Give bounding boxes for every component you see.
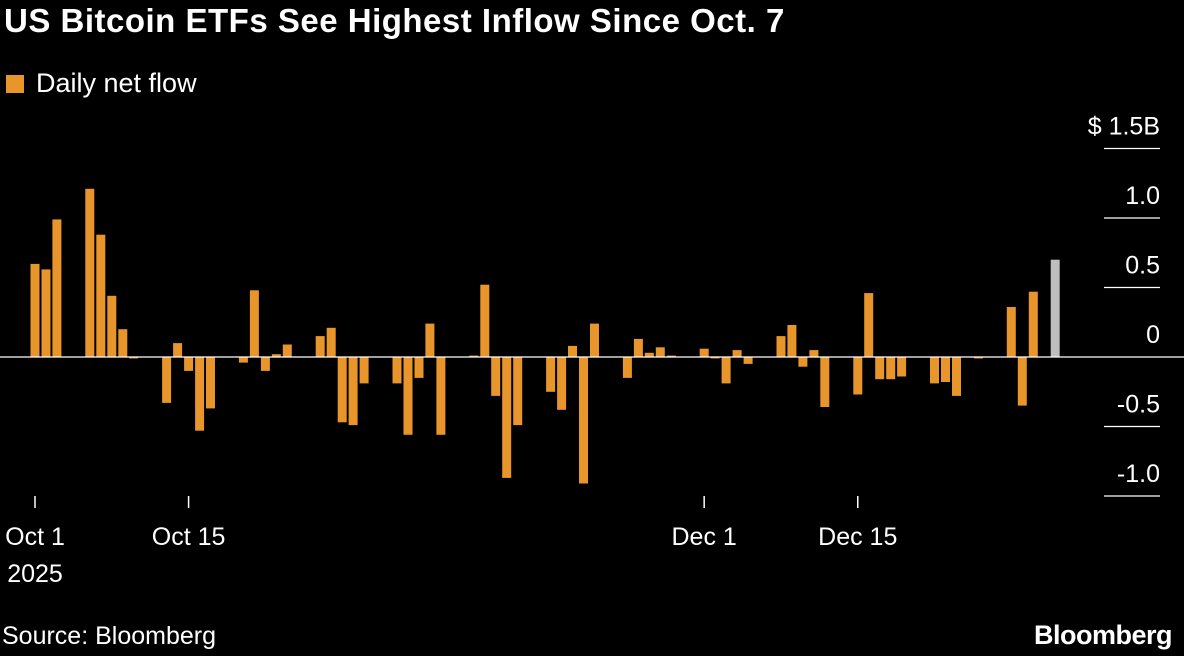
bar-2025-11-26 — [644, 352, 654, 357]
bar-2025-10-03 — [52, 219, 62, 357]
x-tick-label: Dec 15 — [818, 523, 897, 551]
bar-2025-12-30 — [1017, 357, 1027, 406]
bar-2025-11-07 — [436, 357, 446, 435]
bar-2025-10-06 — [85, 188, 95, 357]
bloomberg-logo: Bloomberg — [1033, 620, 1173, 650]
bar-2025-12-15 — [853, 357, 863, 395]
bar-2025-11-28 — [666, 355, 676, 357]
x-tick-label: Dec 1 — [672, 523, 737, 551]
bar-2025-12-01 — [699, 348, 709, 357]
legend-swatch — [6, 74, 24, 93]
y-tick-label: -1.0 — [1117, 460, 1160, 488]
bar-2025-11-14 — [513, 357, 523, 426]
bar-2025-12-16 — [864, 293, 874, 357]
bar-2025-12-10 — [798, 357, 808, 367]
bar-2025-10-08 — [107, 295, 117, 357]
x-tick-label: Oct 15 — [152, 523, 226, 551]
bar-2025-12-09 — [787, 325, 797, 357]
bar-2025-11-03 — [392, 357, 402, 384]
bar-2025-12-17 — [875, 357, 885, 380]
bar-2025-10-16 — [195, 357, 205, 431]
bar-2025-11-12 — [491, 357, 501, 396]
bar-2025-12-24 — [952, 357, 961, 396]
bar-2026-01-02 — [1050, 259, 1060, 357]
bar-2025-10-29 — [337, 357, 347, 423]
bar-2025-11-10 — [469, 355, 479, 357]
bar-2025-10-13 — [162, 357, 172, 403]
y-tick-label: $ 1.5B — [1088, 113, 1160, 141]
y-axis: $ 1.5B 1.0 0.5 0 -0.5 -1.0 — [1088, 113, 1160, 497]
bar-2025-10-24 — [282, 344, 292, 357]
bar-2025-10-02 — [41, 269, 51, 357]
bar-2025-11-13 — [502, 357, 512, 478]
bar-2025-12-31 — [1028, 291, 1038, 357]
y-tick-label: -0.5 — [1117, 391, 1160, 419]
bar-2025-10-22 — [260, 357, 270, 371]
bar-2025-10-10 — [129, 357, 139, 359]
bar-2025-12-19 — [897, 357, 907, 377]
bar-2025-11-19 — [568, 345, 577, 357]
bar-2025-10-28 — [326, 327, 336, 357]
y-tick-label: 0 — [1146, 321, 1160, 349]
bar-2025-10-17 — [206, 357, 215, 409]
source-note: Source: Bloomberg — [2, 622, 217, 650]
bar-2025-10-23 — [271, 354, 281, 357]
bar-2025-11-20 — [579, 357, 588, 484]
x-axis: Oct 1 2025 Oct 15 Dec 1 Dec 15 — [5, 496, 897, 588]
bar-2025-12-02 — [710, 357, 720, 359]
bar-2025-11-17 — [546, 357, 556, 392]
x-tick-sublabel: 2025 — [7, 560, 63, 588]
bar-2025-11-27 — [655, 347, 665, 357]
bar-2025-11-18 — [557, 357, 567, 410]
bar-2025-11-25 — [633, 338, 643, 357]
bar-2025-12-05 — [743, 357, 753, 364]
bar-2025-10-01 — [30, 263, 40, 357]
bar-2025-11-11 — [480, 284, 490, 357]
bar-2025-10-07 — [96, 234, 106, 357]
bar-2025-12-23 — [941, 357, 950, 382]
bar-2025-12-18 — [886, 357, 896, 380]
bar-2025-10-27 — [315, 336, 325, 357]
bar-2025-10-30 — [348, 357, 358, 426]
bars-group — [30, 188, 1060, 484]
bar-2025-12-03 — [721, 357, 731, 384]
bar-2025-11-04 — [403, 357, 413, 435]
legend: Daily net flow — [6, 68, 197, 99]
chart-title: US Bitcoin ETFs See Highest Inflow Since… — [4, 2, 785, 39]
bar-2025-10-14 — [173, 343, 183, 357]
bar-2025-12-26 — [973, 357, 983, 359]
bar-2025-10-21 — [249, 290, 259, 357]
bar-2025-12-22 — [930, 357, 939, 384]
bar-2025-10-15 — [184, 357, 194, 371]
bar-2025-12-08 — [776, 336, 786, 357]
bar-2025-12-04 — [732, 350, 742, 357]
bar-2025-10-09 — [118, 329, 128, 357]
legend-label: Daily net flow — [36, 68, 197, 98]
y-tick-label: 0.5 — [1125, 252, 1160, 280]
y-tick-label: 1.0 — [1125, 182, 1160, 210]
bar-2025-11-06 — [425, 323, 435, 357]
bar-2025-12-12 — [820, 357, 830, 407]
bar-2025-10-31 — [359, 357, 369, 384]
bar-2025-10-20 — [238, 357, 248, 363]
x-tick-label: Oct 1 — [5, 523, 65, 551]
bar-2025-12-29 — [1006, 307, 1016, 357]
bar-2025-11-05 — [414, 357, 424, 378]
bar-2025-12-11 — [809, 350, 819, 357]
bar-2025-11-24 — [622, 357, 632, 378]
bar-2025-11-21 — [590, 323, 599, 357]
